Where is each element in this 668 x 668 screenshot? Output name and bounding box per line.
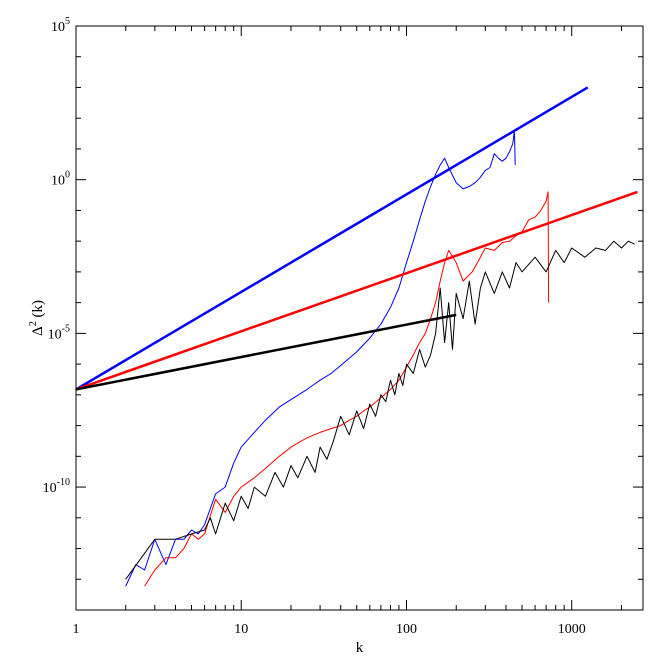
x-tick-label: 1000 <box>558 622 586 637</box>
reference-lines <box>76 86 638 391</box>
y-tick-label: 10-10 <box>43 477 70 496</box>
series-line-0 <box>125 129 516 587</box>
y-axis-title: Δ2 (k) <box>28 300 46 336</box>
x-tick-label: 100 <box>396 622 417 637</box>
plot-frame <box>75 25 644 611</box>
reference-line-2 <box>76 313 457 391</box>
major-ticks <box>75 25 643 610</box>
y-tick-mantissa: 10 <box>48 327 62 342</box>
y-axis-title-arg: (k) <box>30 300 46 321</box>
x-axis-title: k <box>356 640 364 656</box>
data-lines <box>125 129 635 587</box>
y-tick-exponent: 5 <box>65 16 70 27</box>
reference-line-0 <box>76 86 589 391</box>
y-axis-title-symbol: Δ <box>30 326 46 336</box>
y-axis-title-power: 2 <box>28 321 39 326</box>
x-tick-label: 10 <box>234 622 248 637</box>
y-tick-exponent: 0 <box>65 170 70 181</box>
series-line-1 <box>144 191 550 587</box>
series-line-2 <box>125 240 635 580</box>
y-tick-mantissa: 10 <box>43 481 57 496</box>
y-tick-label: 100 <box>51 170 70 189</box>
reference-line-1 <box>76 190 638 391</box>
x-tick-labels: 1 10 100 1000 <box>73 622 586 637</box>
y-tick-mantissa: 10 <box>51 20 65 35</box>
y-tick-label: 10-5 <box>48 323 70 342</box>
y-tick-label: 105 <box>51 16 70 35</box>
y-tick-exponent: -10 <box>57 477 70 488</box>
x-tick-label: 1 <box>73 622 80 637</box>
y-tick-mantissa: 10 <box>51 174 65 189</box>
minor-ticks <box>76 26 643 611</box>
y-tick-exponent: -5 <box>62 323 70 334</box>
